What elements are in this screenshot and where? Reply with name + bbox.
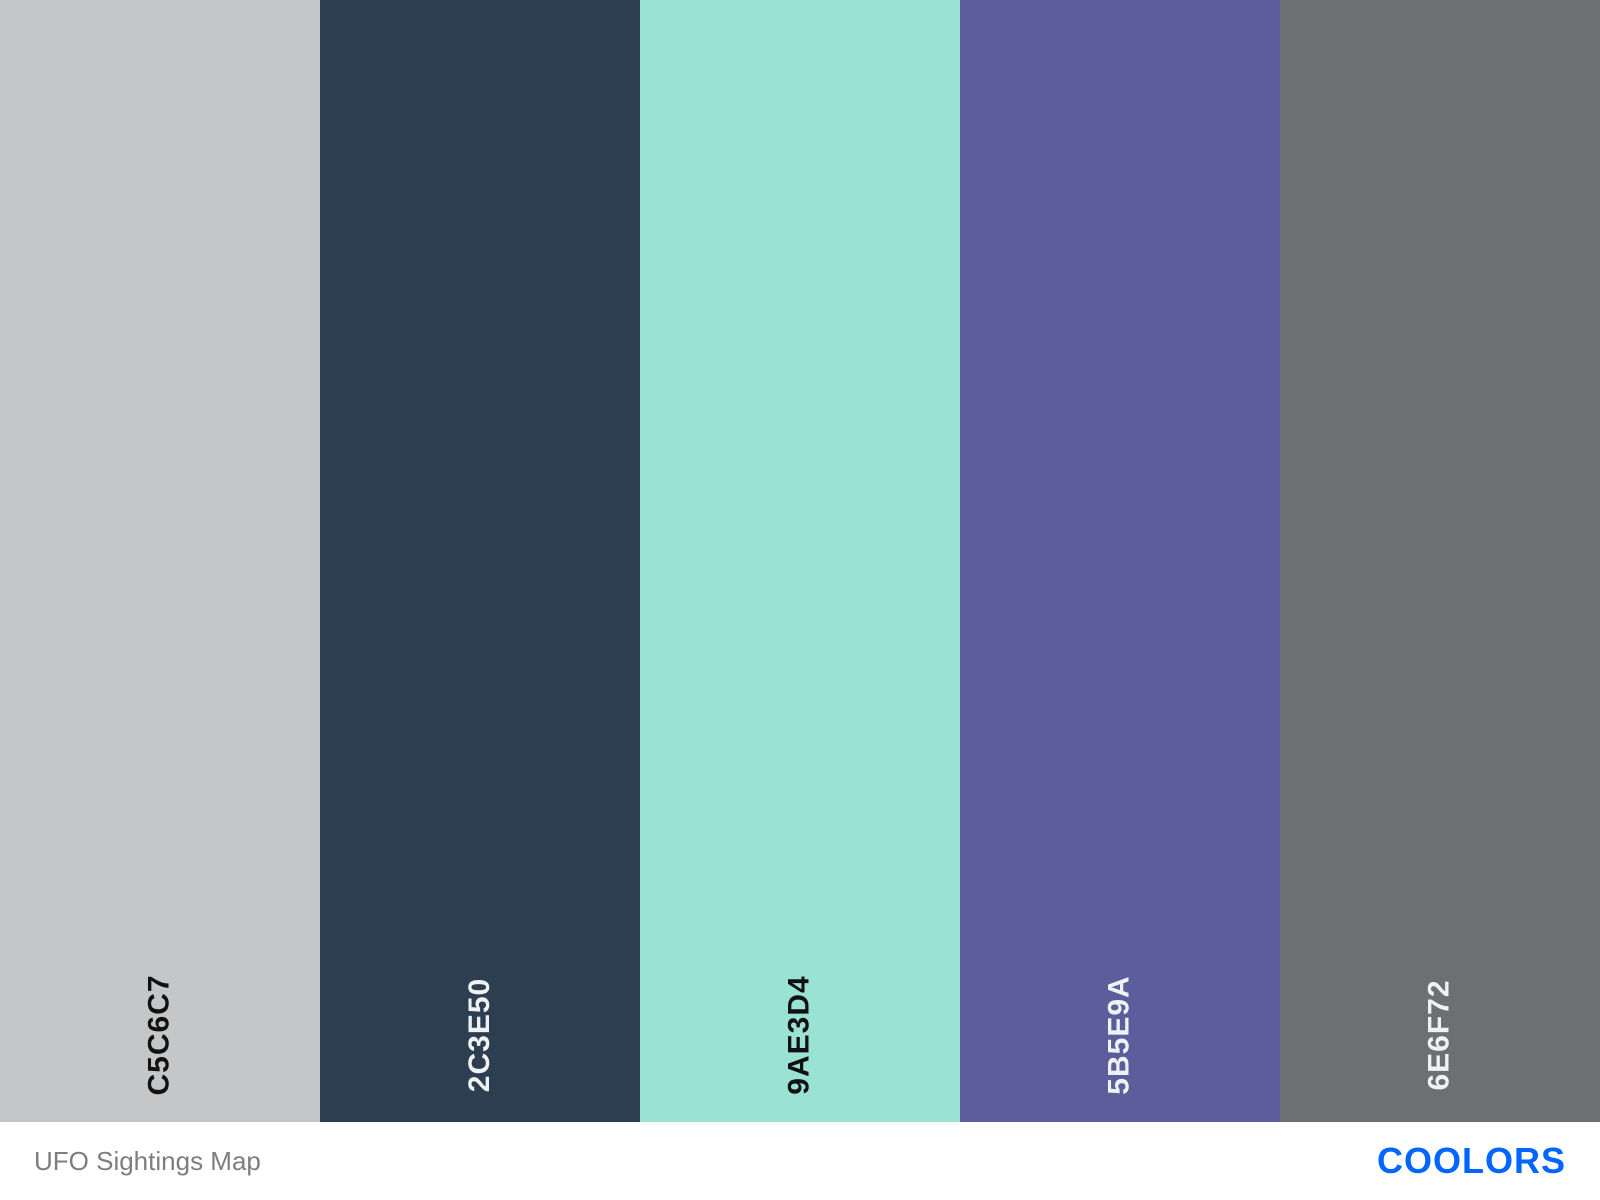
swatch-hex-label: 9AE3D4 bbox=[783, 975, 817, 1094]
swatch-hex-label: 5B5E9A bbox=[1103, 975, 1137, 1094]
swatch-hex-label: 2C3E50 bbox=[463, 978, 497, 1092]
swatch-3[interactable]: 5B5E9A bbox=[960, 0, 1280, 1122]
swatch-1[interactable]: 2C3E50 bbox=[320, 0, 640, 1122]
swatch-4[interactable]: 6E6F72 bbox=[1280, 0, 1600, 1122]
swatch-2[interactable]: 9AE3D4 bbox=[640, 0, 960, 1122]
swatch-0[interactable]: C5C6C7 bbox=[0, 0, 320, 1122]
brand-logo[interactable]: COOLORS bbox=[1377, 1140, 1566, 1182]
swatch-hex-label: 6E6F72 bbox=[1423, 979, 1457, 1090]
swatch-hex-label: C5C6C7 bbox=[143, 974, 177, 1095]
color-palette: C5C6C7 2C3E50 9AE3D4 5B5E9A 6E6F72 bbox=[0, 0, 1600, 1122]
footer-bar: UFO Sightings Map COOLORS bbox=[0, 1122, 1600, 1200]
palette-title: UFO Sightings Map bbox=[34, 1146, 261, 1177]
